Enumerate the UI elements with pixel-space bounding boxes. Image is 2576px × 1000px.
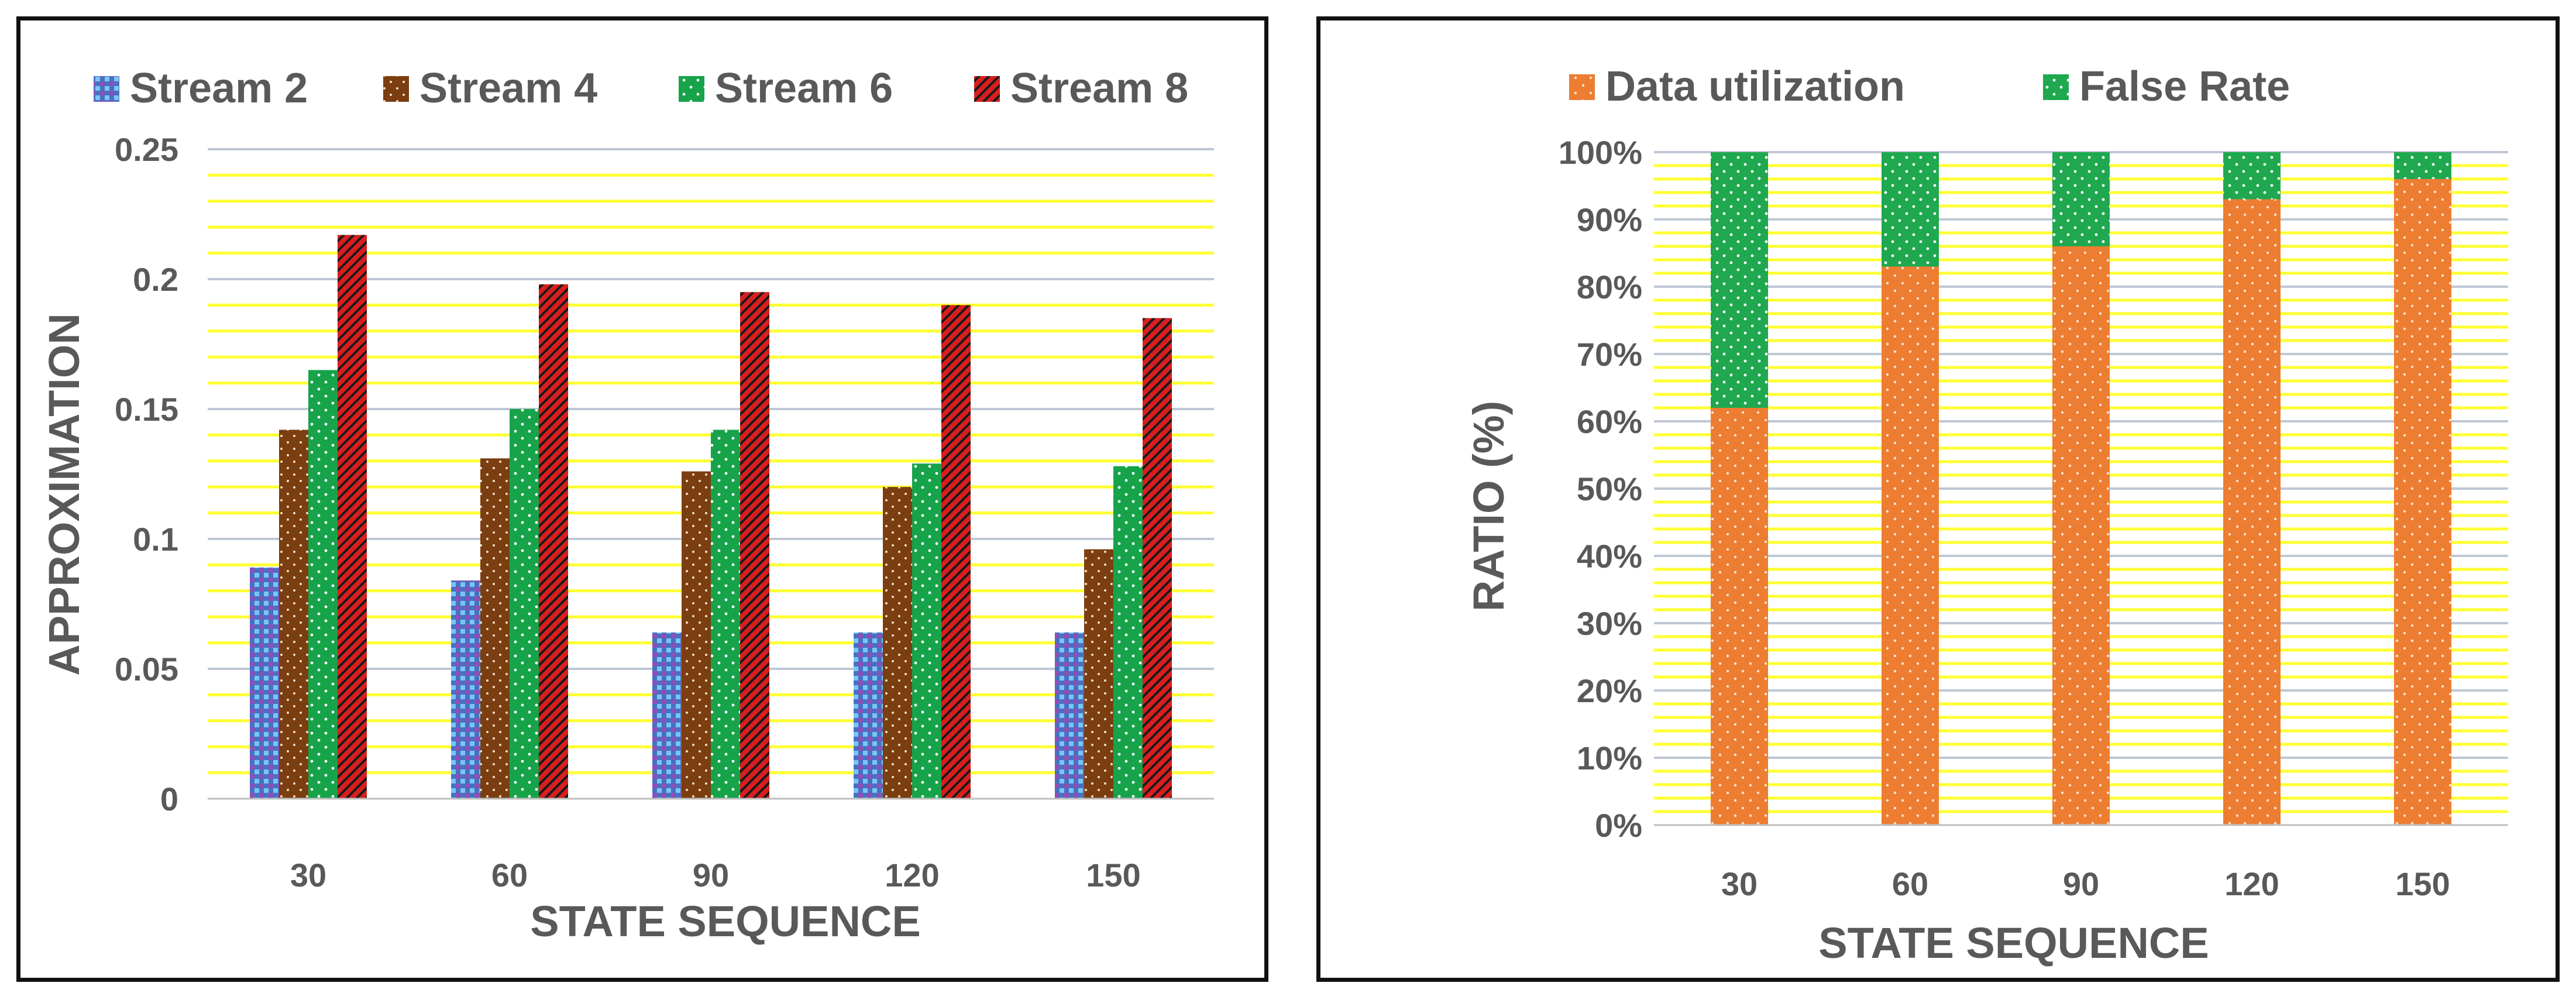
bar-false-rate-120 — [2223, 152, 2281, 200]
y-tick-label: 0.25 — [115, 131, 178, 168]
x-tick-label: 30 — [290, 857, 326, 894]
x-tick-label: 60 — [1892, 865, 1928, 902]
right-chart-panel: 0% 10% 20% 30% 40% 50% 60% 70% 80% 90% 100% 30 60 90… — [1316, 16, 2560, 982]
x-axis-ticks: 30 60 90 120 150 — [290, 857, 1141, 894]
bar-stream-4-150 — [1084, 549, 1113, 799]
bar-stream-6-60 — [510, 409, 539, 799]
y-axis-title: APPROXIMATION — [40, 313, 88, 675]
ratio-stacked-bar-chart: 0% 10% 20% 30% 40% 50% 60% 70% 80% 90% 100% 30 60 90… — [1464, 63, 2508, 967]
x-axis-ticks: 30 60 90 120 150 — [1721, 865, 2450, 902]
legend-label: False Rate — [2079, 63, 2290, 110]
legend: Data utilization False Rate — [1569, 63, 2290, 110]
bar-stream-8-120 — [941, 305, 971, 799]
x-tick-label: 150 — [2395, 865, 2450, 902]
y-tick-label: 0% — [1595, 807, 1642, 844]
bar-stream-6-120 — [912, 463, 941, 799]
bar-stream-8-30 — [338, 235, 367, 799]
y-tick-label: 50% — [1577, 470, 1642, 507]
bar-data-utilization-60 — [1882, 266, 1939, 825]
bar-stream-2-150 — [1055, 632, 1084, 799]
y-tick-label: 0.05 — [115, 651, 178, 688]
y-tick-label: 40% — [1577, 538, 1642, 575]
y-tick-label: 100% — [1559, 134, 1642, 171]
bar-stream-4-90 — [682, 471, 711, 799]
y-axis-ticks: 0% 10% 20% 30% 40% 50% 60% 70% 80% 90% 100% — [1559, 134, 1642, 844]
y-tick-label: 20% — [1577, 672, 1642, 709]
y-tick-label: 90% — [1577, 201, 1642, 238]
y-axis-title: RATIO (%) — [1464, 401, 1513, 611]
bar-stream-8-90 — [740, 292, 769, 799]
bar-stream-8-150 — [1143, 318, 1172, 799]
bar-data-utilization-150 — [2394, 179, 2451, 825]
legend-label: Stream 6 — [715, 65, 893, 112]
y-tick-label: 60% — [1577, 403, 1642, 440]
y-tick-label: 70% — [1577, 336, 1642, 373]
y-tick-label: 0.15 — [115, 391, 178, 428]
legend-swatch-data-utilization — [1569, 74, 1595, 100]
legend-label: Stream 4 — [419, 65, 597, 112]
bar-stream-4-60 — [480, 458, 510, 799]
legend-swatch-stream-4 — [383, 76, 409, 102]
y-axis-ticks: 0 0.05 0.1 0.15 0.2 0.25 — [115, 131, 178, 817]
legend-swatch-false-rate — [2043, 74, 2069, 100]
x-tick-label: 60 — [491, 857, 528, 894]
bar-false-rate-150 — [2394, 152, 2451, 179]
bars — [1711, 152, 2451, 825]
bar-stream-2-90 — [652, 632, 682, 799]
bar-stream-6-90 — [711, 429, 740, 799]
bar-false-rate-30 — [1711, 152, 1768, 408]
bar-stream-4-120 — [883, 487, 912, 799]
bar-data-utilization-30 — [1711, 408, 1768, 825]
bars — [250, 235, 1172, 799]
x-axis-title: STATE SEQUENCE — [1818, 919, 2209, 967]
bar-stream-2-60 — [451, 580, 480, 799]
y-tick-label: 0.1 — [133, 521, 178, 558]
bar-stream-2-120 — [854, 632, 883, 799]
x-tick-label: 90 — [2063, 865, 2099, 902]
y-tick-label: 30% — [1577, 605, 1642, 642]
legend-swatch-stream-8 — [974, 76, 1000, 102]
bar-data-utilization-120 — [2223, 199, 2281, 825]
legend-label: Stream 2 — [130, 65, 308, 112]
y-tick-label: 10% — [1577, 740, 1642, 776]
y-tick-label: 0.2 — [133, 261, 178, 298]
x-tick-label: 30 — [1721, 865, 1758, 902]
bar-stream-8-60 — [539, 284, 568, 799]
bar-false-rate-60 — [1882, 152, 1939, 267]
legend-swatch-stream-6 — [679, 76, 704, 102]
x-tick-label: 120 — [2224, 865, 2279, 902]
bar-stream-2-30 — [250, 567, 279, 799]
left-chart-panel: 0 0.05 0.1 0.15 0.2 0.25 30 60 90 120 150 STATE S… — [16, 16, 1268, 982]
x-tick-label: 150 — [1086, 857, 1140, 894]
legend-swatch-stream-2 — [94, 76, 119, 102]
bar-stream-6-30 — [308, 370, 338, 799]
bar-false-rate-90 — [2052, 152, 2110, 246]
x-tick-label: 90 — [693, 857, 729, 894]
legend: Stream 2 Stream 4 Stream 6 Stream 8 — [94, 65, 1188, 112]
bar-data-utilization-90 — [2052, 246, 2110, 825]
bar-stream-6-150 — [1113, 466, 1143, 799]
y-tick-label: 0 — [160, 781, 178, 817]
approximation-bar-chart: 0 0.05 0.1 0.15 0.2 0.25 30 60 90 120 150 STATE S… — [40, 65, 1214, 946]
x-tick-label: 120 — [885, 857, 939, 894]
legend-label: Data utilization — [1605, 63, 1905, 110]
bar-stream-4-30 — [279, 429, 308, 799]
x-axis-title: STATE SEQUENCE — [530, 897, 920, 946]
y-tick-label: 80% — [1577, 269, 1642, 305]
legend-label: Stream 8 — [1010, 65, 1188, 112]
